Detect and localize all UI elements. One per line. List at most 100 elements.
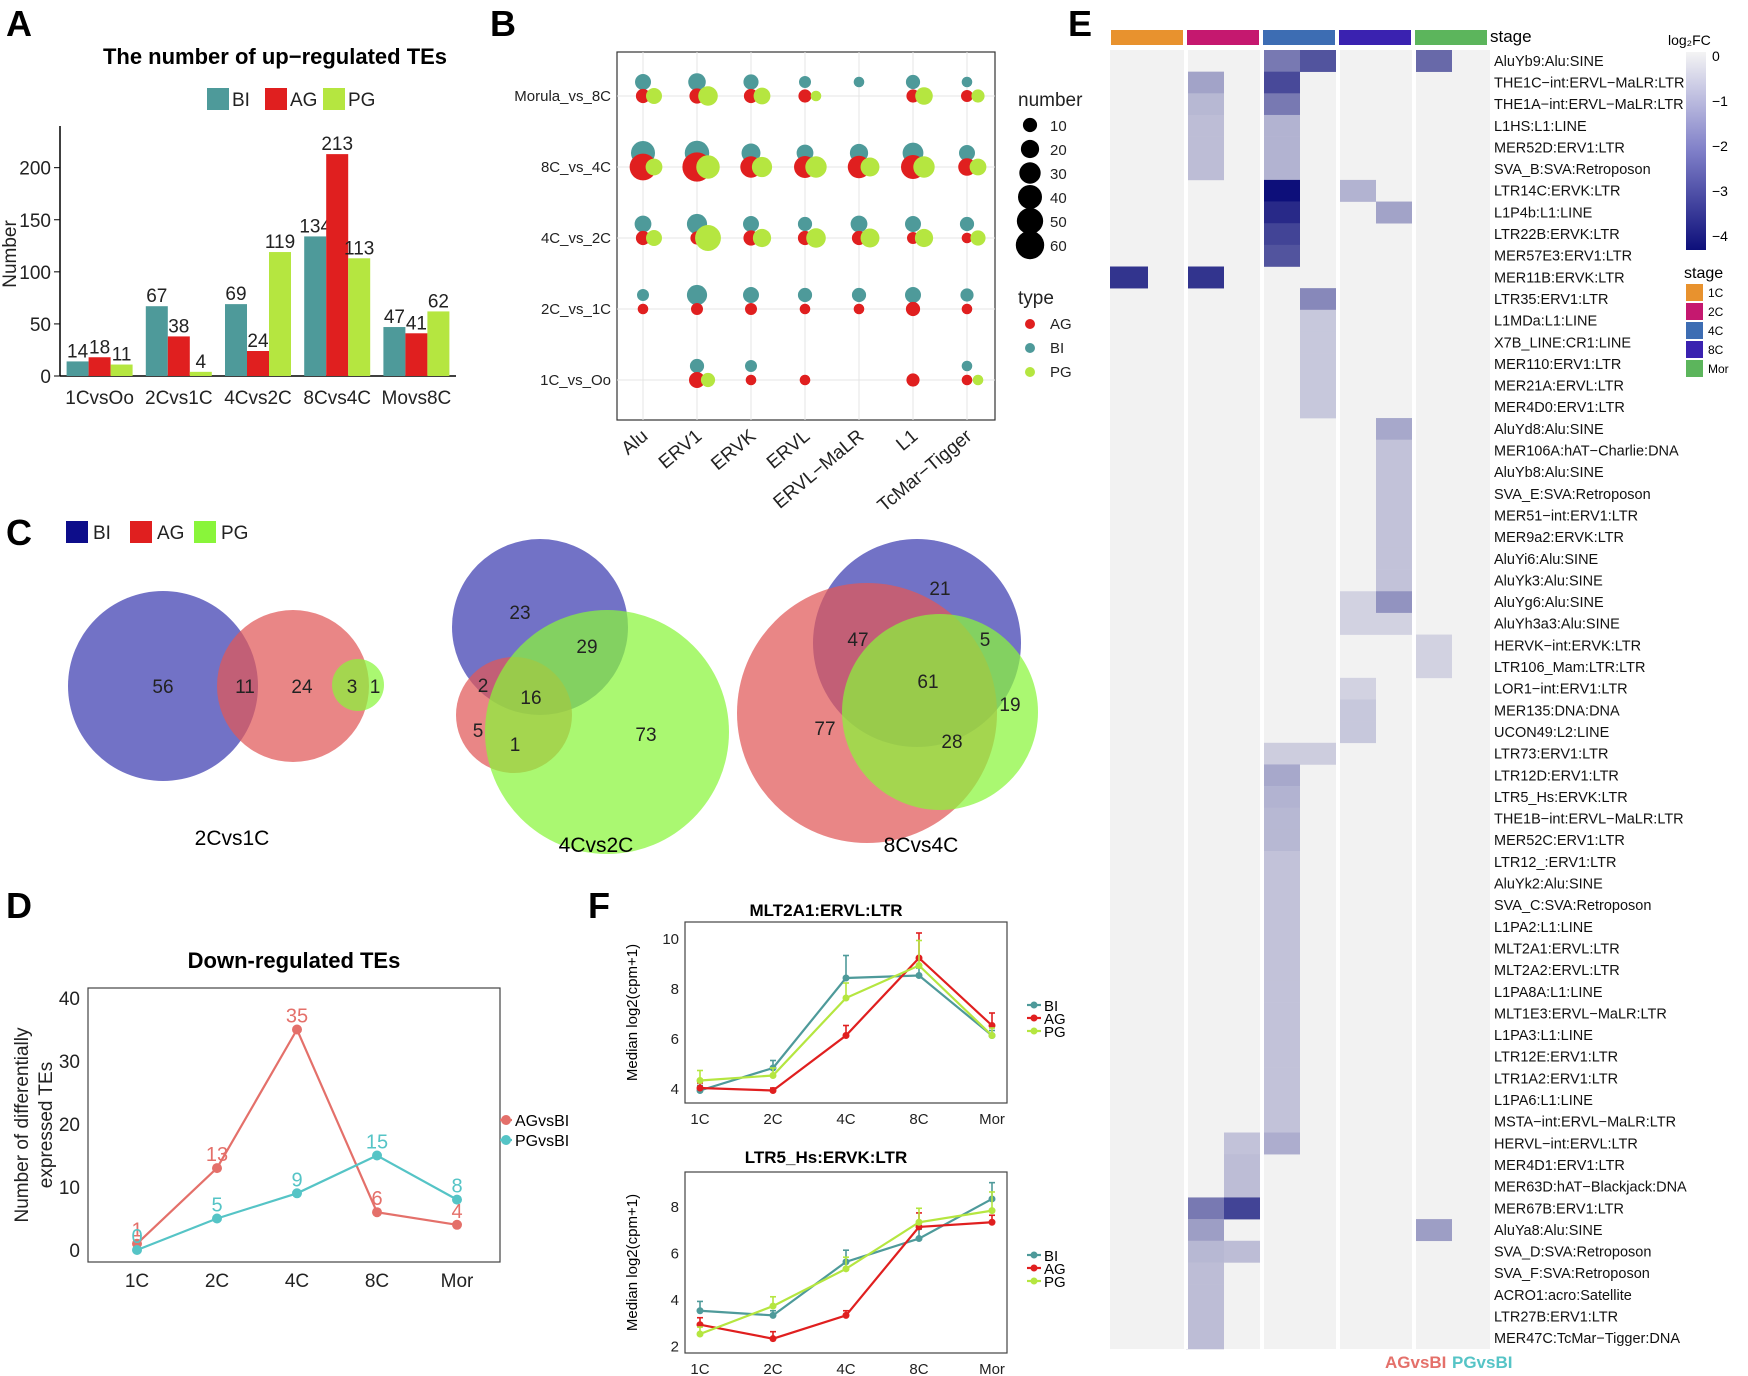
panel-e-cell bbox=[1414, 634, 1452, 657]
panel-d-point-pgvsbi bbox=[372, 1150, 382, 1161]
panel-e-cell bbox=[1262, 50, 1300, 72]
panel-a-bar-value-label: 24 bbox=[247, 331, 269, 352]
panel-a-bar-pg bbox=[269, 252, 291, 376]
panel-b-size-legend-dot bbox=[1019, 162, 1041, 184]
panel-e-cell bbox=[1262, 937, 1300, 960]
panel-d-ytick-label: 30 bbox=[59, 1052, 80, 1073]
panel-b-dot-bi bbox=[850, 215, 868, 233]
panel-e-row-label: LTR12D:ERV1:LTR bbox=[1494, 768, 1619, 784]
panel-e-stage-bar-1c bbox=[1111, 30, 1183, 45]
panel-b-dot-bi bbox=[745, 360, 757, 372]
panel-c-venn-count: 2 bbox=[478, 676, 489, 697]
panel-b-dot-pg bbox=[646, 88, 662, 104]
panel-f-legend-dot bbox=[1030, 1014, 1038, 1022]
panel-e-row-label: SVA_D:SVA:Retroposon bbox=[1494, 1245, 1651, 1261]
panel-e-bottom-agvsbi: AGvsBI bbox=[1385, 1353, 1446, 1372]
panel-e-cell bbox=[1186, 71, 1224, 94]
panel-f-legend-dot bbox=[1030, 1001, 1038, 1009]
panel-c-venn-count: 21 bbox=[929, 579, 950, 600]
panel-b-dot-bi bbox=[961, 76, 973, 88]
panel-e-stage-legend-swatch-mor bbox=[1686, 360, 1703, 377]
panel-a-bar-value-label: 213 bbox=[321, 134, 353, 155]
panel-f-point-bi bbox=[915, 1235, 923, 1243]
panel-b-dot-bi bbox=[686, 284, 708, 306]
panel-b-dot-ag bbox=[961, 232, 973, 244]
panel-e-row-label: AluYb8:Alu:SINE bbox=[1494, 465, 1604, 481]
panel-e-row-label: LTR12E:ERV1:LTR bbox=[1494, 1050, 1618, 1066]
panel-d-ytick-label: 40 bbox=[59, 989, 80, 1010]
panel-e-row-label: LTR14C:ERVK:LTR bbox=[1494, 184, 1621, 200]
panel-label-f: F bbox=[588, 885, 610, 926]
panel-f-point-pg bbox=[842, 994, 850, 1002]
panel-e-row-label: L1MDa:L1:LINE bbox=[1494, 314, 1597, 330]
panel-d-legend-dot bbox=[501, 1135, 511, 1145]
panel-d-point-pgvsbi bbox=[132, 1245, 142, 1255]
panel-e-row-label: SVA_F:SVA:Retroposon bbox=[1494, 1266, 1650, 1282]
panel-e-cell bbox=[1262, 179, 1300, 202]
panel-c-venn-count: 5 bbox=[473, 721, 484, 742]
panel-b-dot-pg bbox=[698, 86, 718, 106]
panel-e-row-label: MER11B:ERVK:LTR bbox=[1494, 270, 1625, 286]
panel-b-dot-bi bbox=[743, 216, 759, 232]
panel-e-cell bbox=[1376, 201, 1414, 224]
panel-b-dot-pg bbox=[860, 228, 880, 248]
panel-e-row-label: LTR73:ERV1:LTR bbox=[1494, 747, 1608, 763]
panel-f-point-ag bbox=[988, 1218, 996, 1226]
panel-e-color-scale bbox=[1686, 52, 1706, 250]
panel-e-row-label: AluYk2:Alu:SINE bbox=[1494, 877, 1603, 893]
panel-f-xtick-label: Mor bbox=[979, 1111, 1005, 1128]
panel-e-cell bbox=[1300, 331, 1338, 354]
panel-e-cell bbox=[1376, 418, 1414, 440]
panel-e-cell bbox=[1338, 721, 1376, 744]
panel-e-cell bbox=[1262, 158, 1300, 181]
panel-label-c: C bbox=[6, 512, 32, 553]
panel-e-cell bbox=[1376, 591, 1414, 614]
panel-e-row-label: MER21A:ERVL:LTR bbox=[1494, 379, 1624, 395]
panel-a-title: The number of up−regulated TEs bbox=[103, 44, 447, 69]
panel-b-size-legend-label: 50 bbox=[1050, 214, 1067, 231]
panel-b-dot-bi bbox=[960, 288, 974, 302]
panel-e-row-label: MSTA−int:ERVL−MaLR:LTR bbox=[1494, 1115, 1676, 1131]
panel-e-cell bbox=[1186, 114, 1224, 137]
panel-c-legend-label-bi: BI bbox=[93, 523, 111, 544]
panel-e-row-label: MER63D:hAT−Blackjack:DNA bbox=[1494, 1180, 1687, 1196]
panel-e-cell bbox=[1300, 50, 1338, 72]
panel-b-dot-bi bbox=[635, 74, 651, 90]
panel-f-ytick-label: 6 bbox=[671, 1246, 679, 1263]
panel-e-row-label: LTR35:ERV1:LTR bbox=[1494, 292, 1608, 308]
panel-b-size-legend-title: number bbox=[1018, 90, 1083, 111]
panel-b-dot-bi bbox=[743, 74, 759, 90]
panel-c-venn-circle-ag bbox=[217, 610, 369, 762]
panel-b-size-legend-dot bbox=[1020, 139, 1040, 159]
panel-e-row-label: HERVL−int:ERVL:LTR bbox=[1494, 1136, 1638, 1152]
panel-b-size-legend-label: 10 bbox=[1050, 118, 1067, 135]
panel-f-point-bi bbox=[769, 1311, 777, 1319]
panel-e-row-label: MER51−int:ERV1:LTR bbox=[1494, 508, 1638, 524]
panel-b-size-legend-label: 60 bbox=[1050, 238, 1067, 255]
panel-e-cell bbox=[1338, 612, 1376, 635]
panel-e-cell bbox=[1262, 93, 1300, 116]
panel-d-title: Down-regulated TEs bbox=[188, 948, 401, 973]
panel-e-cell bbox=[1186, 1219, 1224, 1242]
panel-e-row-label: LTR106_Mam:LTR:LTR bbox=[1494, 660, 1646, 676]
panel-b-xtick-label: L1 bbox=[893, 426, 923, 456]
panel-e-row-label: X7B_LINE:CR1:LINE bbox=[1494, 335, 1631, 351]
panel-d-xtick-label: Mor bbox=[441, 1271, 474, 1292]
panel-d-ytick-label: 20 bbox=[59, 1115, 80, 1136]
panel-e-cell bbox=[1262, 244, 1300, 267]
panel-e-row-label: MLT2A2:ERVL:LTR bbox=[1494, 963, 1620, 979]
panel-f-point-ag bbox=[696, 1084, 704, 1092]
panel-d-value-label: 8 bbox=[451, 1176, 462, 1198]
panel-d-value-label: 9 bbox=[291, 1169, 302, 1191]
panel-e-cell bbox=[1262, 114, 1300, 137]
panel-e-stage-bar-mor bbox=[1415, 30, 1487, 45]
panel-f-legend-label: BI bbox=[1044, 998, 1058, 1015]
panel-d-legend-dot bbox=[501, 1115, 511, 1125]
panel-a-bar-ag bbox=[167, 336, 190, 376]
panel-b-type-legend-label-bi: BI bbox=[1050, 340, 1064, 357]
panel-b-dot-pg bbox=[646, 230, 662, 246]
panel-f-legend-dot bbox=[1030, 1277, 1038, 1285]
panel-f-ytick-label: 6 bbox=[671, 1031, 679, 1048]
panel-d-point-agvsbi bbox=[372, 1207, 382, 1218]
panel-b-size-legend-label: 30 bbox=[1050, 166, 1067, 183]
